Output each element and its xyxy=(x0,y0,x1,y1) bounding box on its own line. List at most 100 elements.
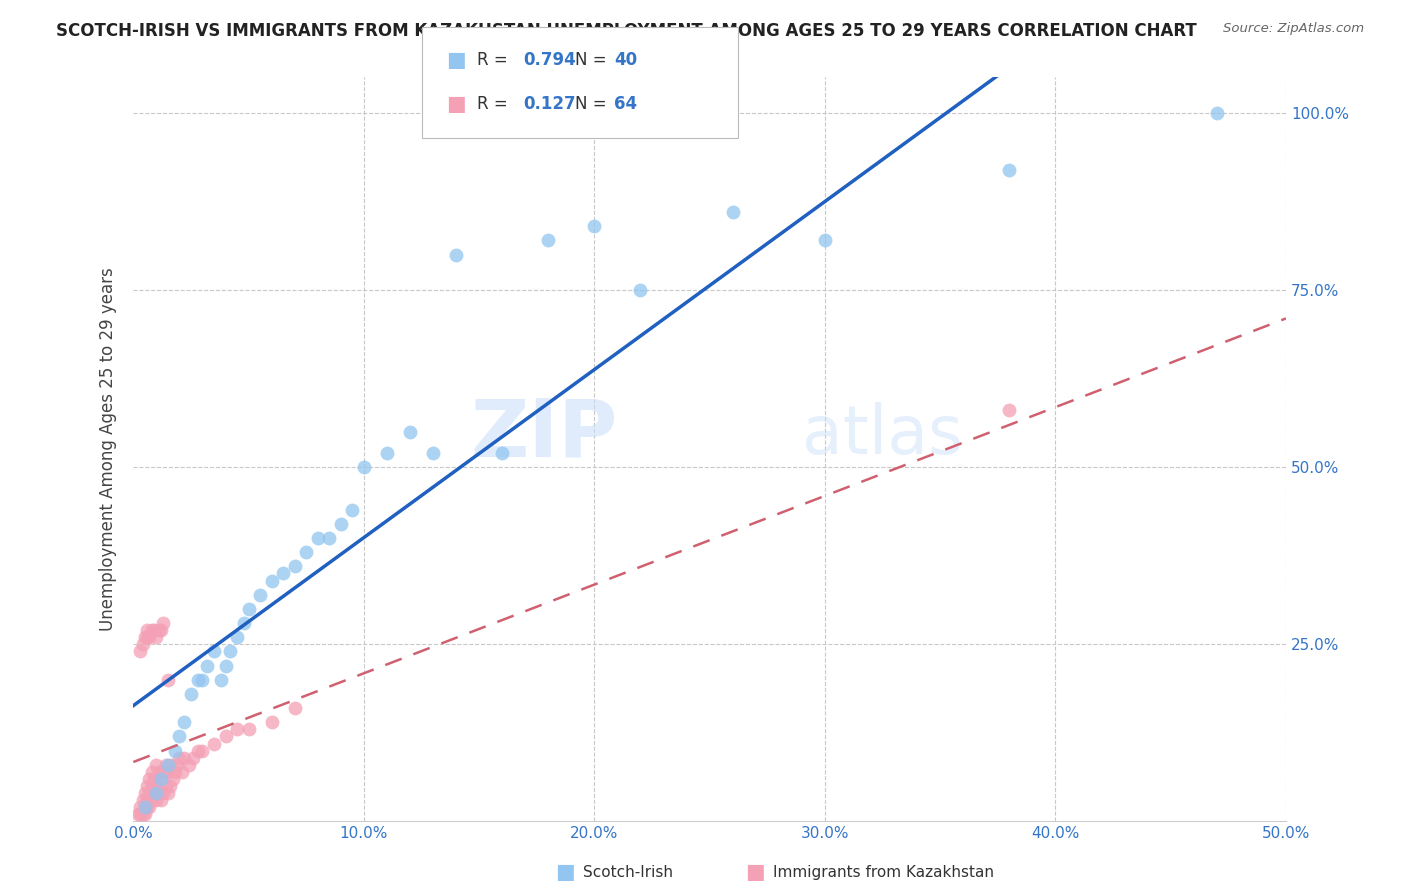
Point xyxy=(329,516,352,531)
Text: Scotch-Irish: Scotch-Irish xyxy=(583,865,673,880)
Point xyxy=(143,623,166,637)
Point xyxy=(166,757,188,772)
Point xyxy=(131,793,153,807)
Point xyxy=(129,807,152,822)
Point xyxy=(141,764,163,779)
Point xyxy=(238,723,260,737)
Point xyxy=(342,502,364,516)
Text: ■: ■ xyxy=(446,50,465,70)
Point xyxy=(156,757,179,772)
Text: N =: N = xyxy=(575,95,612,113)
Point xyxy=(630,283,652,297)
Y-axis label: Unemployment Among Ages 25 to 29 years: Unemployment Among Ages 25 to 29 years xyxy=(100,268,117,632)
Text: ZIP: ZIP xyxy=(470,395,617,474)
Point xyxy=(219,644,242,658)
Point xyxy=(173,750,195,764)
Point xyxy=(141,793,163,807)
Point xyxy=(156,764,179,779)
Point xyxy=(145,786,167,800)
Point xyxy=(136,800,159,814)
Point xyxy=(150,793,173,807)
Point xyxy=(134,630,156,644)
Point xyxy=(191,673,214,687)
Point xyxy=(138,800,160,814)
Text: SCOTCH-IRISH VS IMMIGRANTS FROM KAZAKHSTAN UNEMPLOYMENT AMONG AGES 25 TO 29 YEAR: SCOTCH-IRISH VS IMMIGRANTS FROM KAZAKHST… xyxy=(56,22,1197,40)
Point xyxy=(814,234,837,248)
Point xyxy=(141,779,163,793)
Point xyxy=(159,779,181,793)
Text: Immigrants from Kazakhstan: Immigrants from Kazakhstan xyxy=(773,865,994,880)
Text: 0.127: 0.127 xyxy=(523,95,575,113)
Point xyxy=(169,730,191,744)
Point xyxy=(249,588,271,602)
Point xyxy=(134,800,156,814)
Point xyxy=(399,425,422,439)
Point xyxy=(226,723,249,737)
Point xyxy=(163,743,186,757)
Point xyxy=(284,559,307,574)
Text: N =: N = xyxy=(575,51,612,69)
Point xyxy=(318,531,340,545)
Point xyxy=(143,772,166,786)
Point xyxy=(127,807,149,822)
Point xyxy=(136,793,159,807)
Point xyxy=(145,793,167,807)
Point xyxy=(138,772,160,786)
Text: ■: ■ xyxy=(745,863,765,882)
Point xyxy=(180,687,202,701)
Point xyxy=(491,446,513,460)
Point xyxy=(143,786,166,800)
Point xyxy=(152,615,174,630)
Point xyxy=(260,715,283,730)
Point xyxy=(155,757,177,772)
Point xyxy=(136,623,159,637)
Point xyxy=(177,757,200,772)
Text: 0.794: 0.794 xyxy=(523,51,576,69)
Point xyxy=(238,602,260,616)
Point xyxy=(134,786,156,800)
Point xyxy=(150,772,173,786)
Point xyxy=(152,764,174,779)
Point xyxy=(187,743,209,757)
Point xyxy=(181,750,204,764)
Point xyxy=(721,205,744,219)
Point xyxy=(141,623,163,637)
Point xyxy=(169,750,191,764)
Point xyxy=(159,757,181,772)
Point xyxy=(156,673,179,687)
Point xyxy=(202,644,225,658)
Point xyxy=(129,644,152,658)
Point xyxy=(131,807,153,822)
Point xyxy=(134,807,156,822)
Point xyxy=(295,545,318,559)
Point xyxy=(145,779,167,793)
Point xyxy=(156,786,179,800)
Point xyxy=(226,630,249,644)
Point xyxy=(187,673,209,687)
Point xyxy=(1205,106,1227,120)
Text: Source: ZipAtlas.com: Source: ZipAtlas.com xyxy=(1223,22,1364,36)
Point xyxy=(148,786,170,800)
Point xyxy=(537,234,560,248)
Point xyxy=(173,715,195,730)
Text: R =: R = xyxy=(477,95,513,113)
Point xyxy=(375,446,398,460)
Text: atlas: atlas xyxy=(801,401,963,467)
Point xyxy=(152,786,174,800)
Point xyxy=(136,779,159,793)
Point xyxy=(191,743,214,757)
Point xyxy=(214,730,236,744)
Text: R =: R = xyxy=(477,51,513,69)
Point xyxy=(583,219,606,234)
Point xyxy=(170,764,193,779)
Point xyxy=(148,623,170,637)
Text: ■: ■ xyxy=(446,95,465,114)
Point xyxy=(998,403,1021,417)
Point xyxy=(129,800,152,814)
Point xyxy=(138,630,160,644)
Point xyxy=(307,531,329,545)
Point xyxy=(148,764,170,779)
Point xyxy=(138,786,160,800)
Point xyxy=(131,637,153,651)
Point xyxy=(260,574,283,588)
